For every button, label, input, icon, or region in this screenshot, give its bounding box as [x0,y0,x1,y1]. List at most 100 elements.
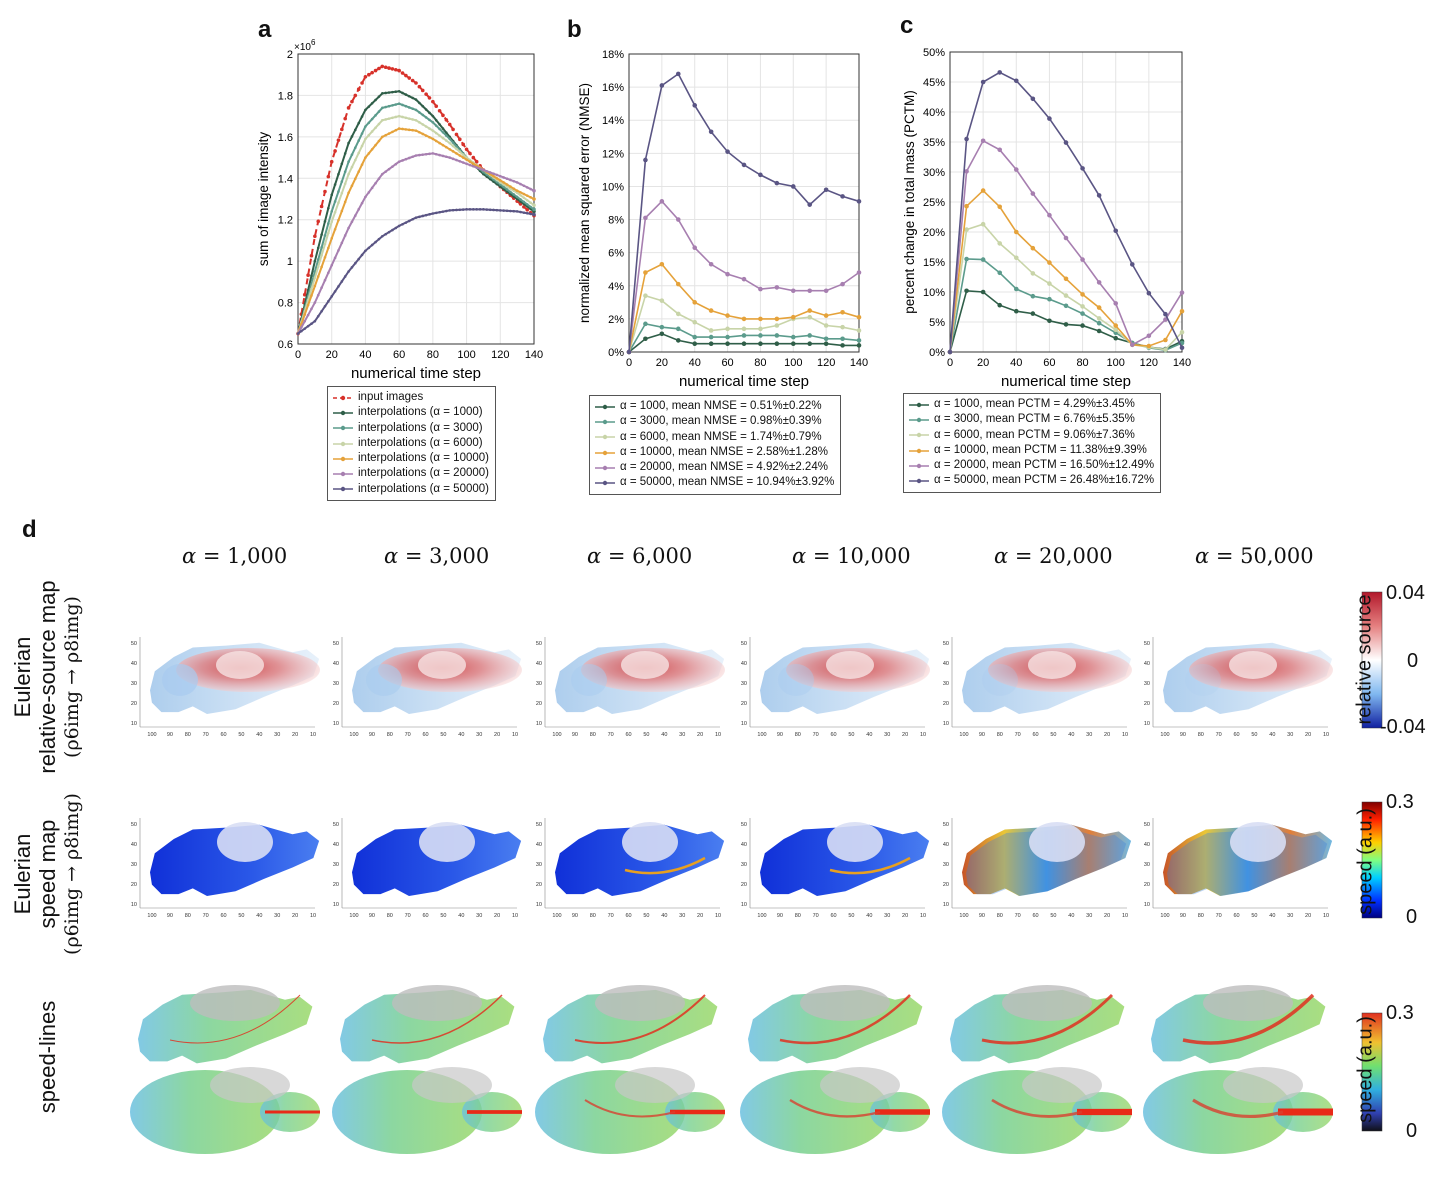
data-point [980,188,986,193]
map-y-tick: 20 [333,701,339,707]
cb-source-mid: 0 [1407,650,1419,672]
data-point [474,159,479,164]
data-point [1163,347,1168,352]
data-point [1096,280,1102,285]
map-y-tick: 40 [741,842,747,848]
series-c-4 [947,138,1185,355]
data-point [384,133,387,137]
data-point [461,208,465,211]
cb-speedlines-max: 0.3 [1386,1002,1414,1024]
data-point [310,294,313,297]
map-x-tick: 10 [1122,913,1128,919]
x-tick-label: 0 [947,357,953,369]
map-x-tick: 100 [349,913,358,919]
source-map-blue-region [778,664,814,696]
data-point [327,271,330,275]
data-point [407,106,411,109]
data-point [431,137,435,141]
map-x-tick: 60 [830,913,836,919]
alpha-header-5: α = 20,000 [994,544,1113,568]
data-point [320,265,323,269]
data-point [441,136,445,140]
data-point [626,349,632,355]
data-point [1080,166,1085,171]
map-x-tick: 90 [167,732,173,738]
map-x-tick: 60 [1233,913,1239,919]
data-point [337,190,340,193]
legend-entry: α = 20000, mean NMSE = 4.92%±2.24% [594,460,834,475]
y-tick-label: 0% [608,347,624,359]
data-point [367,72,371,77]
data-point [807,341,813,347]
data-point [417,84,422,89]
x-axis-label: numerical time step [679,373,809,390]
speedlines-top-branch [789,1098,881,1118]
x-tick-label: 120 [491,349,509,361]
map-y-tick: 30 [1144,681,1150,687]
legend-text: α = 50000, mean PCTM = 26.48%±16.72% [934,474,1155,487]
data-point [354,128,357,132]
legend-swatch [595,419,615,425]
data-point [475,166,478,169]
data-point [306,303,310,307]
alpha-header-4: α = 10,000 [792,544,911,568]
source-map-3: 50 40 30 20 10 100 90 80 70 60 50 40 30 20 10 [536,637,725,738]
x-tick-label: 20 [656,357,668,369]
data-point [1129,262,1135,267]
y-tick-label: 14% [602,115,624,127]
data-point [424,116,428,119]
legend-a: input images interpolations (α = 1000) int… [327,386,496,502]
data-point [428,213,431,216]
data-point [471,155,476,160]
map-x-tick: 80 [185,732,191,738]
data-point [1113,228,1119,234]
map-y-tick: 20 [536,882,542,888]
legend-entry: α = 50000, mean NMSE = 10.94%±3.92% [594,475,834,490]
legend-swatch [595,465,615,471]
data-point [431,99,435,104]
data-point [461,153,465,156]
data-point [350,99,354,104]
data-point [708,308,714,313]
map-x-tick: 40 [661,732,667,738]
data-point [445,155,448,159]
speedlines-top-gray [820,1067,900,1103]
data-point [465,158,468,161]
data-point [333,256,337,260]
data-point [313,234,317,239]
map-x-tick: 60 [220,732,226,738]
map-x-tick: 50 [848,732,854,738]
legend-entry: interpolations (α = 3000) [332,421,489,436]
data-point [458,154,462,157]
legend-text: α = 6000, mean PCTM = 9.06%±7.36% [934,428,1135,441]
map-y-tick: 10 [333,902,339,908]
map-y-tick: 20 [943,882,949,888]
map-x-tick: 40 [458,732,464,738]
data-point [343,200,347,204]
data-point [410,78,415,83]
data-point [856,199,862,204]
x-tick-label: 60 [393,349,405,361]
data-point [643,270,648,275]
map-y-tick: 50 [1144,641,1150,647]
data-point [1063,293,1069,298]
data-point [1179,329,1185,335]
data-point [434,131,438,135]
source-map-center [418,651,466,679]
data-point [708,261,714,267]
data-point [758,326,763,332]
data-point [377,237,381,241]
data-point [823,288,829,294]
map-y-tick: 10 [536,902,542,908]
data-point [421,113,425,117]
data-point [840,281,845,287]
data-point [367,133,371,137]
legend-swatch [333,487,353,492]
data-point [380,172,384,176]
data-point [1063,235,1069,241]
x-tick-label: 20 [326,349,338,361]
data-point [1096,320,1102,326]
data-point [424,125,428,128]
data-point [741,316,747,322]
legend-entry: α = 50000, mean PCTM = 26.48%±16.72% [908,473,1154,488]
